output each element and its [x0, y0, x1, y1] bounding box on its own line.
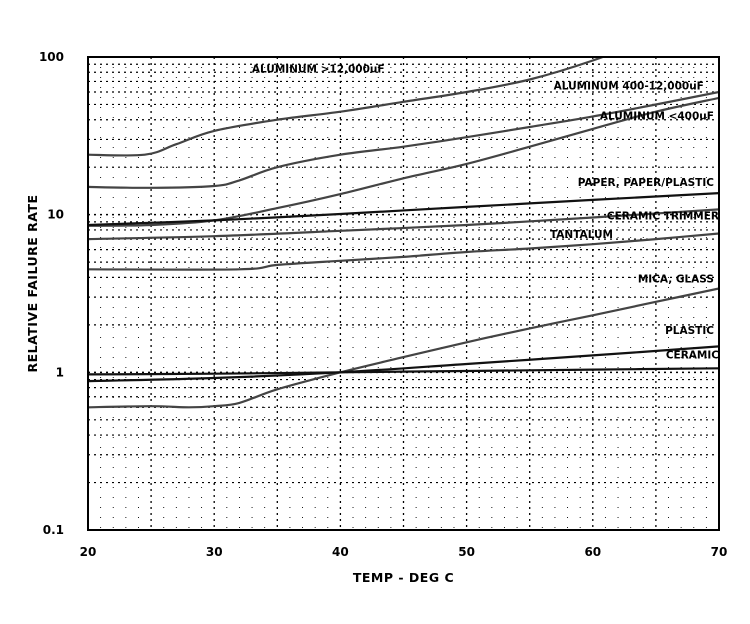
y-tick-label: 1: [56, 365, 64, 379]
series-line-mica-glass: [88, 287, 719, 409]
series-line-tantalum: [88, 232, 719, 271]
series-label: PLASTIC: [665, 325, 714, 337]
series-labels: ALUMINUM >12,000uF ALUMINUM 400-12,000uF A…: [252, 63, 719, 361]
series-line-aluminum-400-12-000uf: [88, 90, 719, 189]
series-label: ALUMINUM >12,000uF: [252, 63, 385, 75]
series-label: ALUMINUM <400uF: [600, 111, 714, 123]
series-lines: [88, 57, 719, 409]
series-label: MICA, GLASS: [638, 274, 714, 286]
x-tick-label: 70: [711, 545, 728, 559]
series-line-ceramic: [88, 367, 719, 376]
series-label: CERAMIC: [666, 350, 719, 362]
series-label: ALUMINUM 400-12,000uF: [554, 81, 704, 93]
y-axis-ticks: 0.1 1 10 100: [39, 50, 64, 537]
y-tick-label: 0.1: [43, 523, 64, 537]
series-line-aluminum-12-000uf: [88, 57, 606, 157]
plot-frame: [87, 56, 720, 531]
series-label: CERAMIC TRIMMER: [607, 211, 719, 223]
grid: [88, 57, 719, 530]
x-axis-ticks: 20 30 40 50 60 70: [80, 545, 728, 559]
x-tick-label: 60: [584, 545, 601, 559]
x-axis-title: TEMP - DEG C: [353, 570, 454, 585]
x-tick-label: 40: [332, 545, 349, 559]
y-axis-title: RELATIVE FAILURE RATE: [25, 194, 40, 372]
series-line-paper-paper-plastic: [88, 192, 719, 227]
series-line-ceramic-trimmer: [88, 208, 719, 241]
y-tick-label: 10: [47, 208, 64, 222]
series-label: PAPER, PAPER/PLASTIC: [578, 177, 714, 189]
x-tick-label: 20: [80, 545, 97, 559]
x-tick-label: 30: [206, 545, 223, 559]
y-tick-label: 100: [39, 50, 64, 64]
series-label: TANTALUM: [550, 229, 613, 241]
x-tick-label: 50: [458, 545, 475, 559]
series-line-plastic: [88, 345, 719, 383]
